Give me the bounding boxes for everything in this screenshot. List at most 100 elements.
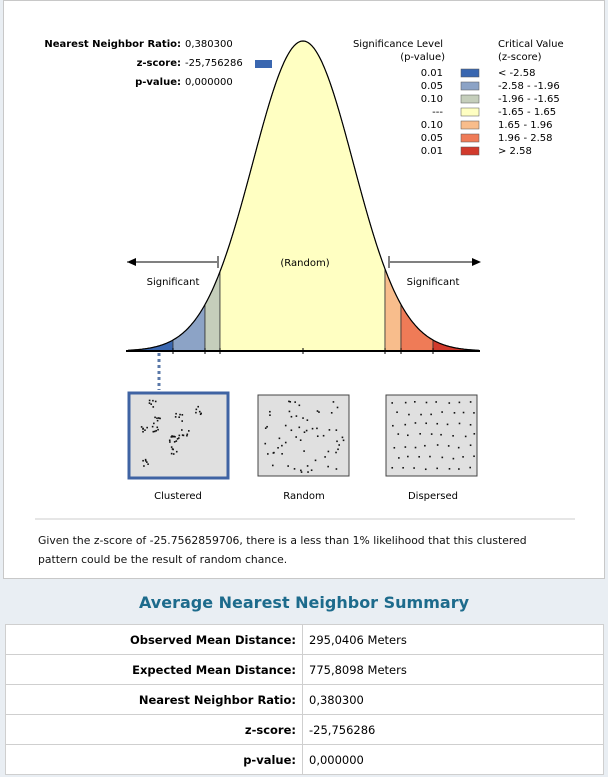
legend-swatch <box>460 94 480 104</box>
dot <box>402 466 404 469</box>
arrow-head <box>472 258 481 266</box>
summary-label: Nearest Neighbor Ratio: <box>5 684 303 715</box>
dot <box>267 453 269 455</box>
dot <box>142 427 144 430</box>
dot <box>273 451 275 454</box>
dot <box>464 435 467 438</box>
dot <box>327 450 330 453</box>
summary-title: Average Nearest Neighbor Summary <box>138 593 470 612</box>
dot <box>151 425 154 428</box>
dot <box>294 401 296 403</box>
dot <box>144 460 147 462</box>
dot <box>398 457 400 459</box>
summary-row: z-score: -25,756286 <box>5 714 604 745</box>
dot <box>307 471 309 473</box>
dot <box>336 406 339 409</box>
summary-label: p-value: <box>5 744 303 775</box>
dot <box>144 458 147 461</box>
legend-z: < -2.58 <box>498 68 535 79</box>
dot <box>436 444 439 446</box>
summary-row: Expected Mean Distance: 775,8098 Meters <box>5 654 604 685</box>
dot <box>295 436 297 438</box>
dot <box>288 410 291 413</box>
dot <box>171 448 174 450</box>
curve-region <box>384 268 402 352</box>
dot <box>197 405 199 408</box>
dot <box>288 400 290 403</box>
message: Given the z-score of -25.7562859706, the… <box>38 534 527 566</box>
dot <box>316 435 319 438</box>
dot <box>473 433 476 435</box>
chart: Significant (Random) Significant Cluster… <box>35 39 575 520</box>
dot <box>271 464 274 467</box>
dot <box>324 456 326 458</box>
legend-swatch <box>460 146 480 156</box>
dot <box>420 413 422 416</box>
dot <box>306 465 309 467</box>
dot <box>156 426 159 429</box>
dot <box>458 401 461 404</box>
zscore-marker <box>255 60 272 68</box>
dot <box>300 469 302 472</box>
dot <box>264 442 267 445</box>
dot <box>148 402 151 404</box>
dot <box>179 413 181 416</box>
legend-sub: (p-value) <box>400 52 445 63</box>
dot <box>311 427 314 430</box>
dot <box>150 403 152 405</box>
dot <box>289 401 292 403</box>
dot <box>169 441 171 443</box>
curve <box>126 40 480 354</box>
dot <box>264 427 267 429</box>
dot <box>300 471 303 473</box>
dot <box>335 429 338 431</box>
dot <box>404 446 407 448</box>
dot <box>181 420 183 422</box>
dot <box>295 415 298 417</box>
dot <box>159 417 161 420</box>
summary-value: 0,000000 <box>302 744 604 775</box>
dot <box>157 428 159 431</box>
pattern-box <box>257 394 350 477</box>
curve-region <box>204 271 221 352</box>
dot <box>269 414 271 416</box>
dot <box>436 467 438 470</box>
legend-p: 0.05 <box>421 133 443 144</box>
dot <box>168 439 171 442</box>
dot <box>157 417 160 419</box>
dot <box>440 433 442 436</box>
dot <box>181 414 184 416</box>
summary-value: 0,380300 <box>302 684 604 715</box>
dot <box>174 435 176 438</box>
dot <box>448 402 451 404</box>
legend-z: 1.96 - 2.58 <box>498 133 553 144</box>
dot <box>414 446 417 449</box>
dot <box>458 468 460 470</box>
pattern-label: Random <box>283 491 324 502</box>
dot <box>435 401 437 403</box>
dot <box>337 448 339 451</box>
dot <box>281 444 283 447</box>
dot <box>195 408 198 411</box>
legend-swatch <box>460 133 480 143</box>
dot <box>453 412 456 414</box>
legend-swatch <box>460 120 480 130</box>
curve-outline <box>127 40 479 351</box>
report-panel: Significant (Random) Significant Cluster… <box>3 0 605 579</box>
significant-left: Significant <box>147 277 200 288</box>
dot <box>469 401 472 403</box>
dot <box>153 422 155 425</box>
dot <box>298 426 301 429</box>
dot <box>176 438 179 440</box>
dot <box>298 404 301 407</box>
dot <box>156 417 158 420</box>
dot <box>418 455 420 458</box>
summary-value: 775,8098 Meters <box>302 654 604 685</box>
arrow-head <box>127 258 136 266</box>
legend-p: 0.01 <box>421 68 443 79</box>
dot <box>290 415 293 418</box>
dot <box>448 468 451 470</box>
legend-swatch <box>460 107 480 117</box>
summary-label: z-score: <box>5 714 303 745</box>
